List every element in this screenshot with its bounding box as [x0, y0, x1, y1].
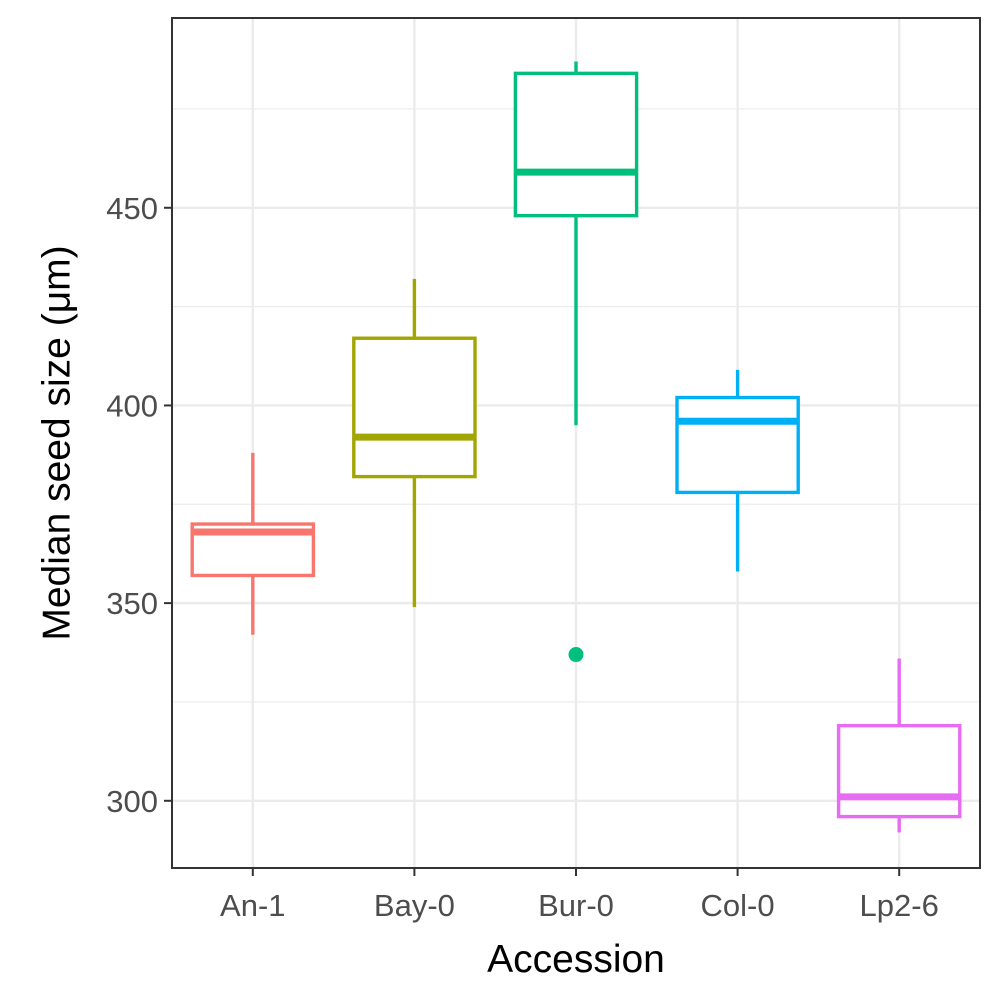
y-tick-label: 300 — [106, 784, 158, 819]
box-iqr — [675, 395, 800, 495]
box-iqr — [836, 723, 962, 819]
box-bur-0 — [513, 61, 639, 663]
box-iqr — [352, 336, 477, 479]
x-tick-label: Bay-0 — [374, 888, 455, 923]
x-tick-label: Bur-0 — [538, 888, 614, 923]
y-axis-title: Median seed size (μm) — [36, 245, 79, 640]
y-tick-label: 450 — [106, 191, 158, 226]
x-tick-label: Lp2-6 — [860, 888, 939, 923]
x-tick-label: An-1 — [220, 888, 285, 923]
x-axis-title: Accession — [487, 938, 665, 981]
box-col-0 — [675, 369, 800, 572]
box-bay-0 — [352, 278, 477, 608]
y-tick-label: 400 — [106, 388, 158, 423]
boxes — [190, 61, 962, 833]
x-tick-label: Col-0 — [701, 888, 775, 923]
axes: 300 350 400 450 An-1 Bay-0 Bur-0 Col-0 Lp2-6 — [106, 191, 939, 923]
box-an-1 — [190, 452, 316, 635]
box-iqr — [513, 71, 639, 218]
box-lp2-6 — [836, 658, 962, 833]
outlier-point — [568, 647, 584, 663]
y-tick-label: 350 — [106, 586, 158, 621]
